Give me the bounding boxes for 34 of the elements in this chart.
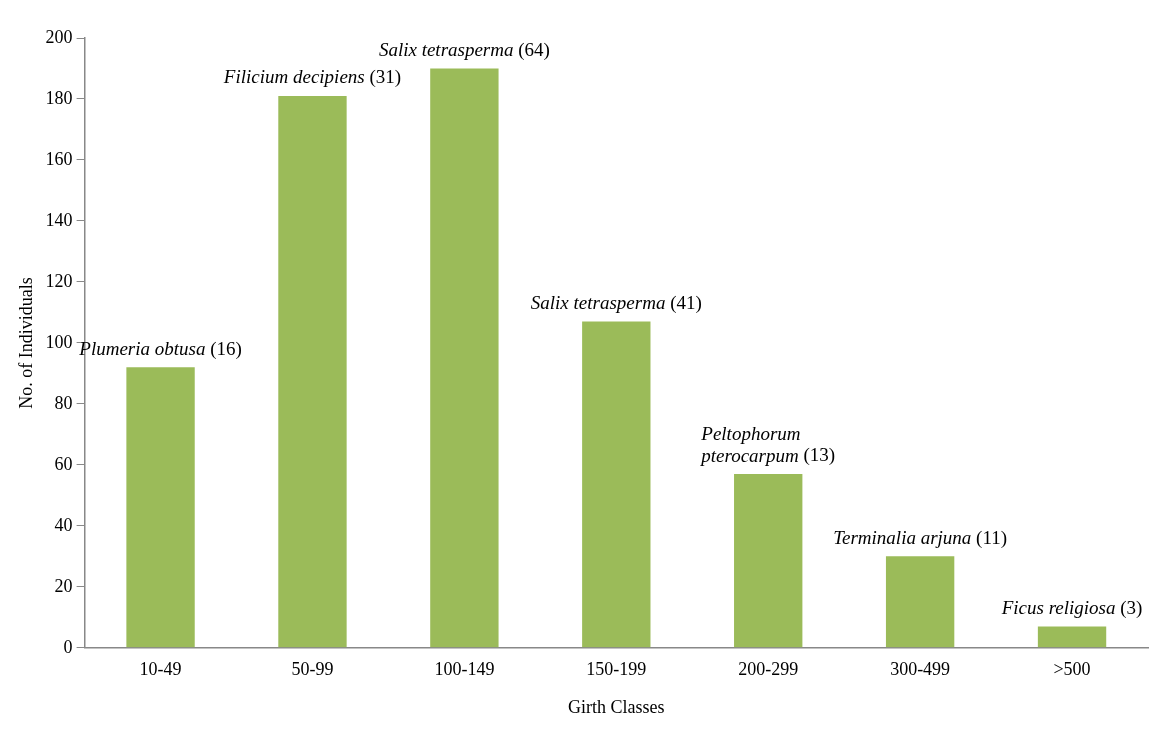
bar <box>430 68 499 648</box>
x-tick-label: 150-199 <box>586 659 647 680</box>
x-tick-label: 200-299 <box>738 659 799 680</box>
annotation: Salix tetrasperma (41) <box>530 292 702 315</box>
y-tick-label: 120 <box>45 270 73 291</box>
annotation: Peltophorum pterocarpum (13) <box>699 422 836 467</box>
bar <box>582 321 651 648</box>
y-tick-label: 100 <box>45 331 73 352</box>
bar <box>126 367 195 648</box>
x-tick-label: 300-499 <box>890 659 951 680</box>
annotation: Filicium decipiens (31) <box>222 66 402 89</box>
x-axis-title: Girth Classes <box>568 696 665 717</box>
y-tick-label: 180 <box>45 87 73 108</box>
x-tick-label: 10-49 <box>139 659 182 680</box>
x-tick-label: 50-99 <box>291 659 334 680</box>
bar <box>734 474 803 648</box>
y-tick-label: 200 <box>45 26 73 47</box>
bar <box>278 95 347 648</box>
y-tick-label: 80 <box>54 392 73 413</box>
y-tick-label: 60 <box>54 453 73 474</box>
y-tick-label: 40 <box>54 514 73 535</box>
y-tick-label: 160 <box>45 148 73 169</box>
y-tick-label: 140 <box>45 209 73 230</box>
annotation: Terminalia arjuna (11) <box>833 526 1008 549</box>
x-tick-label: 100-149 <box>434 659 495 680</box>
y-axis-title: No. of Individuals <box>15 277 36 409</box>
annotation: Plumeria obtusa (16) <box>78 337 242 360</box>
bar <box>1037 626 1107 648</box>
x-tick-label: >500 <box>1053 659 1091 680</box>
bar <box>885 556 955 648</box>
y-tick-label: 20 <box>54 575 73 596</box>
annotation: Ficus religiosa (3) <box>1000 596 1143 619</box>
annotation: Salix tetrasperma (64) <box>378 38 550 61</box>
y-tick-label: 0 <box>63 636 73 657</box>
